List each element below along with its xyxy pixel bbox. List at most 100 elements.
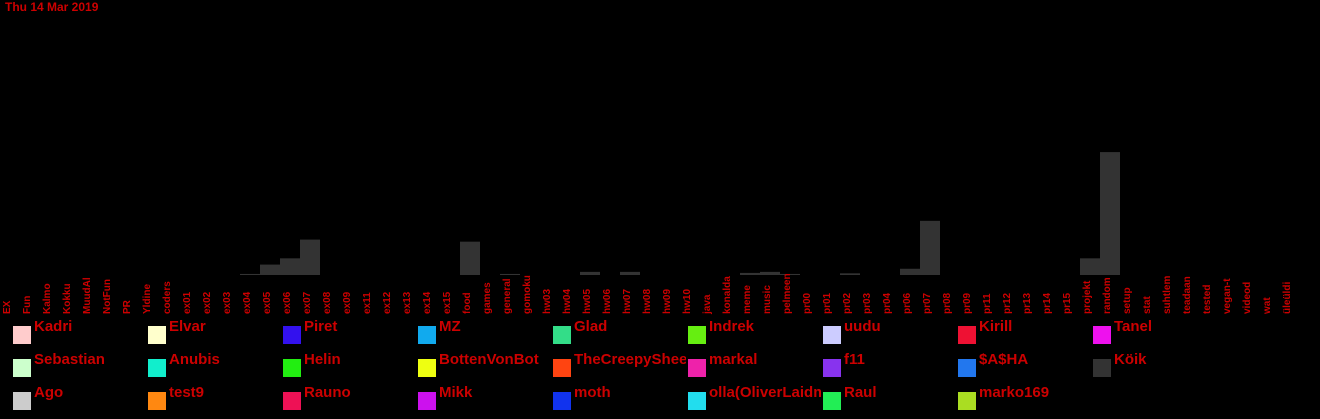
x-tick-label: coders [162, 281, 173, 314]
legend-label: $A$HA [979, 351, 1029, 368]
legend-item: Anubis [148, 349, 283, 377]
x-tick-label: videod [1242, 282, 1253, 314]
legend-swatch [688, 326, 706, 344]
x-tick-label: hw06 [602, 289, 613, 314]
legend-item: Tanel [1093, 316, 1228, 344]
x-tick-label: konalda [722, 276, 733, 314]
x-tick-label: meme [742, 285, 753, 314]
legend: Kadri Elvar Piret MZ Glad Indrek uudu Kirill Tan… [0, 316, 1320, 419]
x-tick-label: stat [1142, 296, 1153, 314]
legend-item: Kirill [958, 316, 1093, 344]
legend-label: Kirill [979, 318, 1013, 335]
x-tick-label: random [1102, 277, 1113, 314]
legend-swatch [13, 392, 31, 410]
legend-swatch [418, 392, 436, 410]
legend-label: markal [709, 351, 758, 368]
x-tick-label: üleüldi [1282, 282, 1293, 314]
legend-swatch [823, 359, 841, 377]
legend-label: olla(OliverLaidma) [709, 384, 821, 401]
x-tick-label: ex04 [242, 291, 253, 314]
bar-hw05 [580, 271, 600, 275]
x-tick-label: java [702, 294, 713, 315]
legend-item: Elvar [148, 316, 283, 344]
legend-swatch [1093, 326, 1111, 344]
legend-label: BottenVonBot [439, 351, 539, 368]
legend-swatch [13, 359, 31, 377]
x-tick-label: ex13 [402, 291, 413, 314]
x-tick-label: pr11 [982, 293, 993, 314]
legend-item: uudu [823, 316, 958, 344]
legend-swatch [958, 326, 976, 344]
x-tick-label: pr09 [962, 292, 973, 314]
x-tick-label: pr03 [862, 292, 873, 314]
x-tick-label: hw08 [642, 289, 653, 314]
x-tick-label: EX [2, 300, 13, 314]
legend-item: moth [553, 382, 688, 410]
legend-item: olla(OliverLaidma) [688, 382, 823, 410]
legend-item: $A$HA [958, 349, 1093, 377]
x-tick-label: ex03 [222, 291, 233, 314]
legend-item: Piret [283, 316, 418, 344]
legend-swatch [13, 326, 31, 344]
legend-swatch [553, 392, 571, 410]
x-tick-label: ex02 [202, 291, 213, 314]
x-tick-label: Yldine [142, 284, 153, 314]
legend-swatch [823, 392, 841, 410]
x-tick-label: Kokku [62, 283, 73, 314]
x-tick-label: Fun [22, 296, 33, 314]
legend-item: Glad [553, 316, 688, 344]
bar-music [760, 271, 780, 275]
bar-ex05 [260, 264, 280, 275]
legend-label: test9 [169, 384, 205, 401]
legend-item: test9 [148, 382, 283, 410]
x-tick-label: ex14 [422, 291, 433, 314]
legend-swatch [148, 326, 166, 344]
legend-item: marko169 [958, 382, 1093, 410]
x-tick-label: ex11 [362, 292, 373, 314]
legend-swatch [148, 359, 166, 377]
bar-ex04 [240, 273, 260, 275]
bar-projekt [1080, 258, 1100, 275]
legend-item: TheCreepySheep [553, 349, 688, 377]
chart-title: Thu 14 Mar 2019 [5, 0, 99, 14]
x-tick-label: pr07 [922, 292, 933, 314]
x-tick-label: ex06 [282, 291, 293, 314]
x-tick-label: ex09 [342, 291, 353, 314]
legend-label: uudu [844, 318, 881, 335]
x-tick-label: PR [122, 299, 133, 314]
legend-label: Mikk [439, 384, 473, 401]
x-tick-label: NotFun [102, 279, 113, 314]
bar-ex06 [280, 258, 300, 275]
legend-label: Elvar [169, 318, 206, 335]
x-tick-label: hw03 [542, 289, 553, 314]
legend-label: Rauno [304, 384, 351, 401]
legend-label: TheCreepySheep [574, 351, 686, 368]
x-tick-label: ex12 [382, 291, 393, 314]
x-tick-label: pelmeen [782, 273, 793, 314]
bar-chart: EX Fun Kalmo Kokku MuudAl NotFun PR Yldine coder… [2, 152, 1293, 315]
x-tick-label: games [482, 282, 493, 314]
x-tick-label: pr08 [942, 292, 953, 314]
legend-label: moth [574, 384, 611, 401]
legend-swatch [823, 326, 841, 344]
bar-ex07 [300, 239, 320, 275]
x-tick-label: projekt [1082, 280, 1093, 314]
legend-item: Ago [13, 382, 148, 410]
legend-swatch [958, 392, 976, 410]
legend-item: Sebastian [13, 349, 148, 377]
legend-swatch [283, 359, 301, 377]
x-tick-label: Kalmo [42, 283, 53, 314]
legend-item: Helin [283, 349, 418, 377]
legend-item: BottenVonBot [418, 349, 553, 377]
x-tick-label: teadaan [1182, 276, 1193, 314]
legend-item: Indrek [688, 316, 823, 344]
legend-swatch [283, 326, 301, 344]
x-tick-label: pr14 [1042, 292, 1053, 314]
x-tick-label: hw09 [662, 289, 673, 314]
x-tick-label: pr02 [842, 292, 853, 314]
legend-label: Anubis [169, 351, 220, 368]
legend-swatch [958, 359, 976, 377]
x-tick-label: hw04 [562, 289, 573, 314]
bar-pr06 [900, 268, 920, 275]
legend-label: Piret [304, 318, 338, 335]
